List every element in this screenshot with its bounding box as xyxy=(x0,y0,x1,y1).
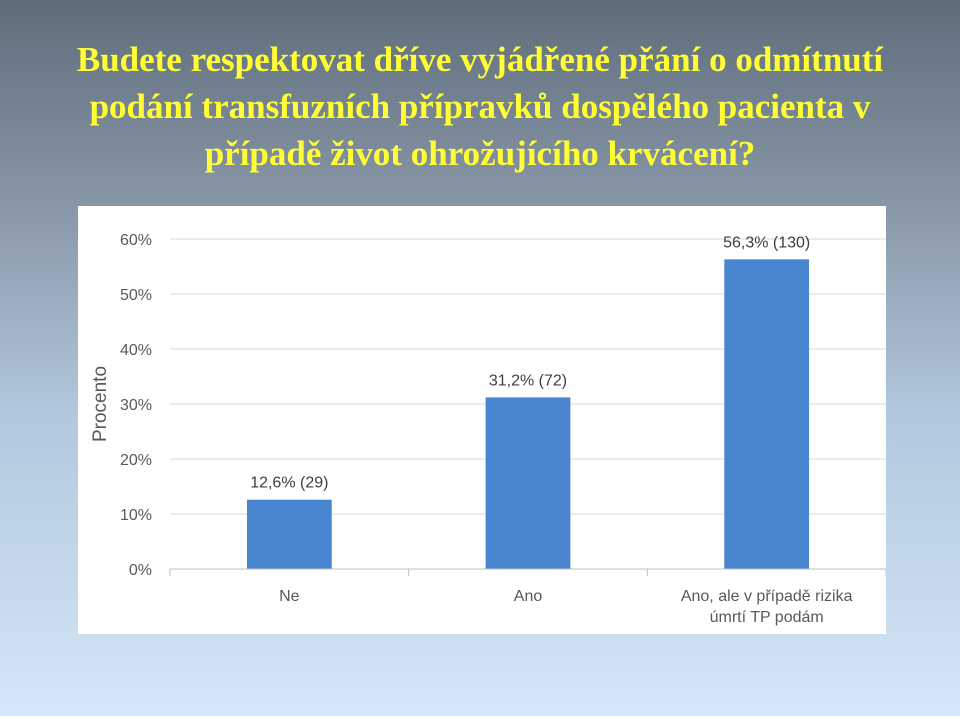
slide-title: Budete respektovat dříve vyjádřené přání… xyxy=(76,40,884,173)
y-tick-label: 0% xyxy=(129,562,152,579)
y-tick-label: 60% xyxy=(120,232,152,249)
data-label: 56,3% (130) xyxy=(723,234,810,251)
category-labels: Ne Ano Ano, ale v případě rizika úmrtí TP p… xyxy=(279,588,852,626)
bar xyxy=(724,259,810,569)
bar-chart: 0% 10% 20% 30% 40% 50% 60% 12,6% (29) 31,2% (72… xyxy=(90,232,886,626)
y-tick-label: 10% xyxy=(120,507,152,524)
x-axis xyxy=(169,568,886,576)
bar xyxy=(246,499,332,569)
data-labels: 12,6% (29) 31,2% (72) 56,3% (130) xyxy=(250,234,810,491)
category-label: Ano xyxy=(514,588,543,605)
chart-panel: 0% 10% 20% 30% 40% 50% 60% 12,6% (29) 31,2% (72… xyxy=(78,206,886,634)
category-label: úmrtí TP podám xyxy=(710,609,824,626)
category-label: Ano, ale v případě rizika xyxy=(681,588,853,605)
y-tick-label: 30% xyxy=(120,397,152,414)
bar xyxy=(485,397,571,569)
data-label: 12,6% (29) xyxy=(250,475,328,492)
data-label: 31,2% (72) xyxy=(489,372,567,389)
y-axis-ticks: 0% 10% 20% 30% 40% 50% 60% xyxy=(120,232,152,579)
y-axis-title: Procento xyxy=(90,366,111,442)
bars xyxy=(246,259,810,569)
category-label: Ne xyxy=(279,588,300,605)
y-tick-label: 40% xyxy=(120,342,152,359)
y-tick-label: 20% xyxy=(120,452,152,469)
y-tick-label: 50% xyxy=(120,287,152,304)
